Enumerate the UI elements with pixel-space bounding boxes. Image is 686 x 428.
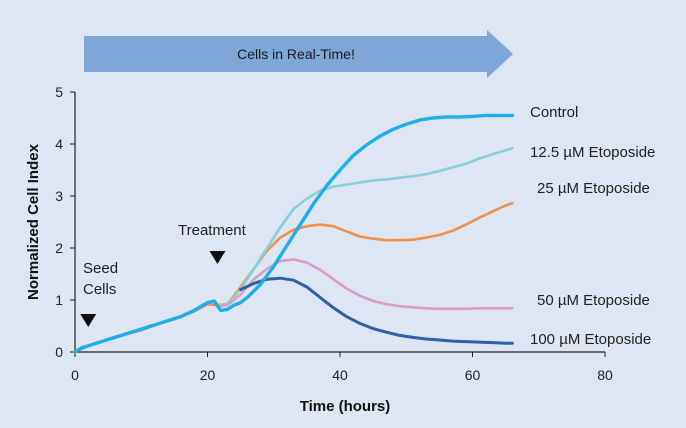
y-axis-title: Normalized Cell Index	[25, 143, 42, 300]
seed-annotation-line1: Seed	[83, 260, 118, 277]
banner-label: Cells in Real-Time!	[237, 46, 355, 62]
x-tick-label: 20	[200, 367, 216, 383]
y-tick-label: 2	[55, 240, 63, 256]
y-tick-label: 3	[55, 188, 63, 204]
y-tick-label: 0	[55, 344, 63, 360]
x-tick-label: 60	[465, 367, 481, 383]
y-tick-label: 1	[55, 292, 63, 308]
banner-arrow-shape	[84, 30, 513, 78]
series-label-2: 25 µM Etoposide	[537, 180, 650, 197]
series-lines	[73, 113, 514, 354]
treatment-annotation: Treatment	[178, 222, 247, 239]
series-line-4	[239, 276, 514, 345]
event-markers	[80, 251, 226, 327]
banner-arrow: Cells in Real-Time!	[84, 30, 513, 78]
marker-0	[80, 314, 97, 327]
seed-annotation-line2: Cells	[83, 281, 116, 298]
axis-ticks: 0 20 40 60 80 0 1 2 3 4 5	[55, 84, 613, 383]
series-line-0	[73, 113, 514, 354]
x-tick-label: 40	[332, 367, 348, 383]
y-tick-label: 5	[55, 84, 63, 100]
series-labels: Control 12.5 µM Etoposide 25 µM Etoposide 5…	[530, 104, 655, 348]
series-label-3: 50 µM Etoposide	[537, 292, 650, 309]
marker-1	[209, 251, 226, 264]
series-line-1	[216, 146, 514, 308]
series-label-1: 12.5 µM Etoposide	[530, 144, 655, 161]
x-tick-label: 80	[597, 367, 613, 383]
x-axis-title: Time (hours)	[300, 398, 391, 415]
series-label-0: Control	[530, 104, 578, 121]
series-line-3	[216, 258, 514, 311]
series-label-4: 100 µM Etoposide	[530, 331, 651, 348]
y-tick-label: 4	[55, 136, 63, 152]
x-tick-label: 0	[71, 367, 79, 383]
